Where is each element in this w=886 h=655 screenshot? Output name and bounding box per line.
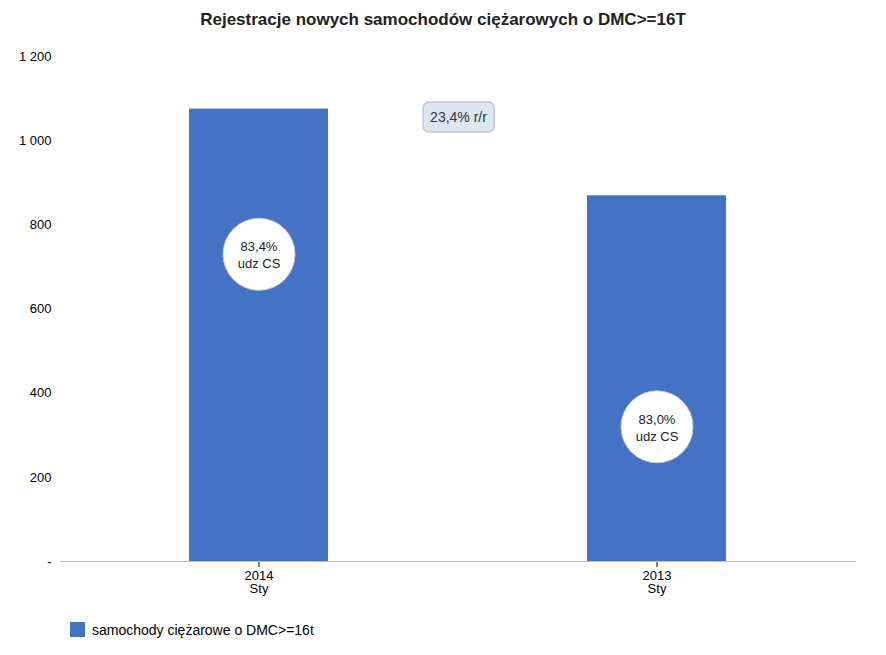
svg-text:1 000: 1 000 — [19, 133, 52, 148]
svg-text:83,0%udz CS: 83,0%udz CS — [636, 412, 679, 444]
svg-text:200: 200 — [30, 469, 52, 484]
svg-text:800: 800 — [30, 217, 52, 232]
svg-text:83,4%udz CS: 83,4%udz CS — [238, 239, 281, 271]
svg-text:2014Sty: 2014Sty — [245, 568, 274, 596]
html-text:samochody ciężarowe o DMC>=16t: samochody ciężarowe o DMC>=16t — [92, 621, 314, 638]
svg-text:-: - — [47, 554, 51, 569]
svg-text:400: 400 — [30, 385, 52, 400]
svg-text:1 200: 1 200 — [19, 49, 52, 64]
svg-text:2013Sty: 2013Sty — [643, 568, 672, 596]
html-text:Rejestracje nowych samochodów: Rejestracje nowych samochodów ciężarowyc… — [200, 10, 686, 29]
svg-text:600: 600 — [30, 301, 52, 316]
svg-text:23,4% r/r: 23,4% r/r — [430, 109, 487, 125]
